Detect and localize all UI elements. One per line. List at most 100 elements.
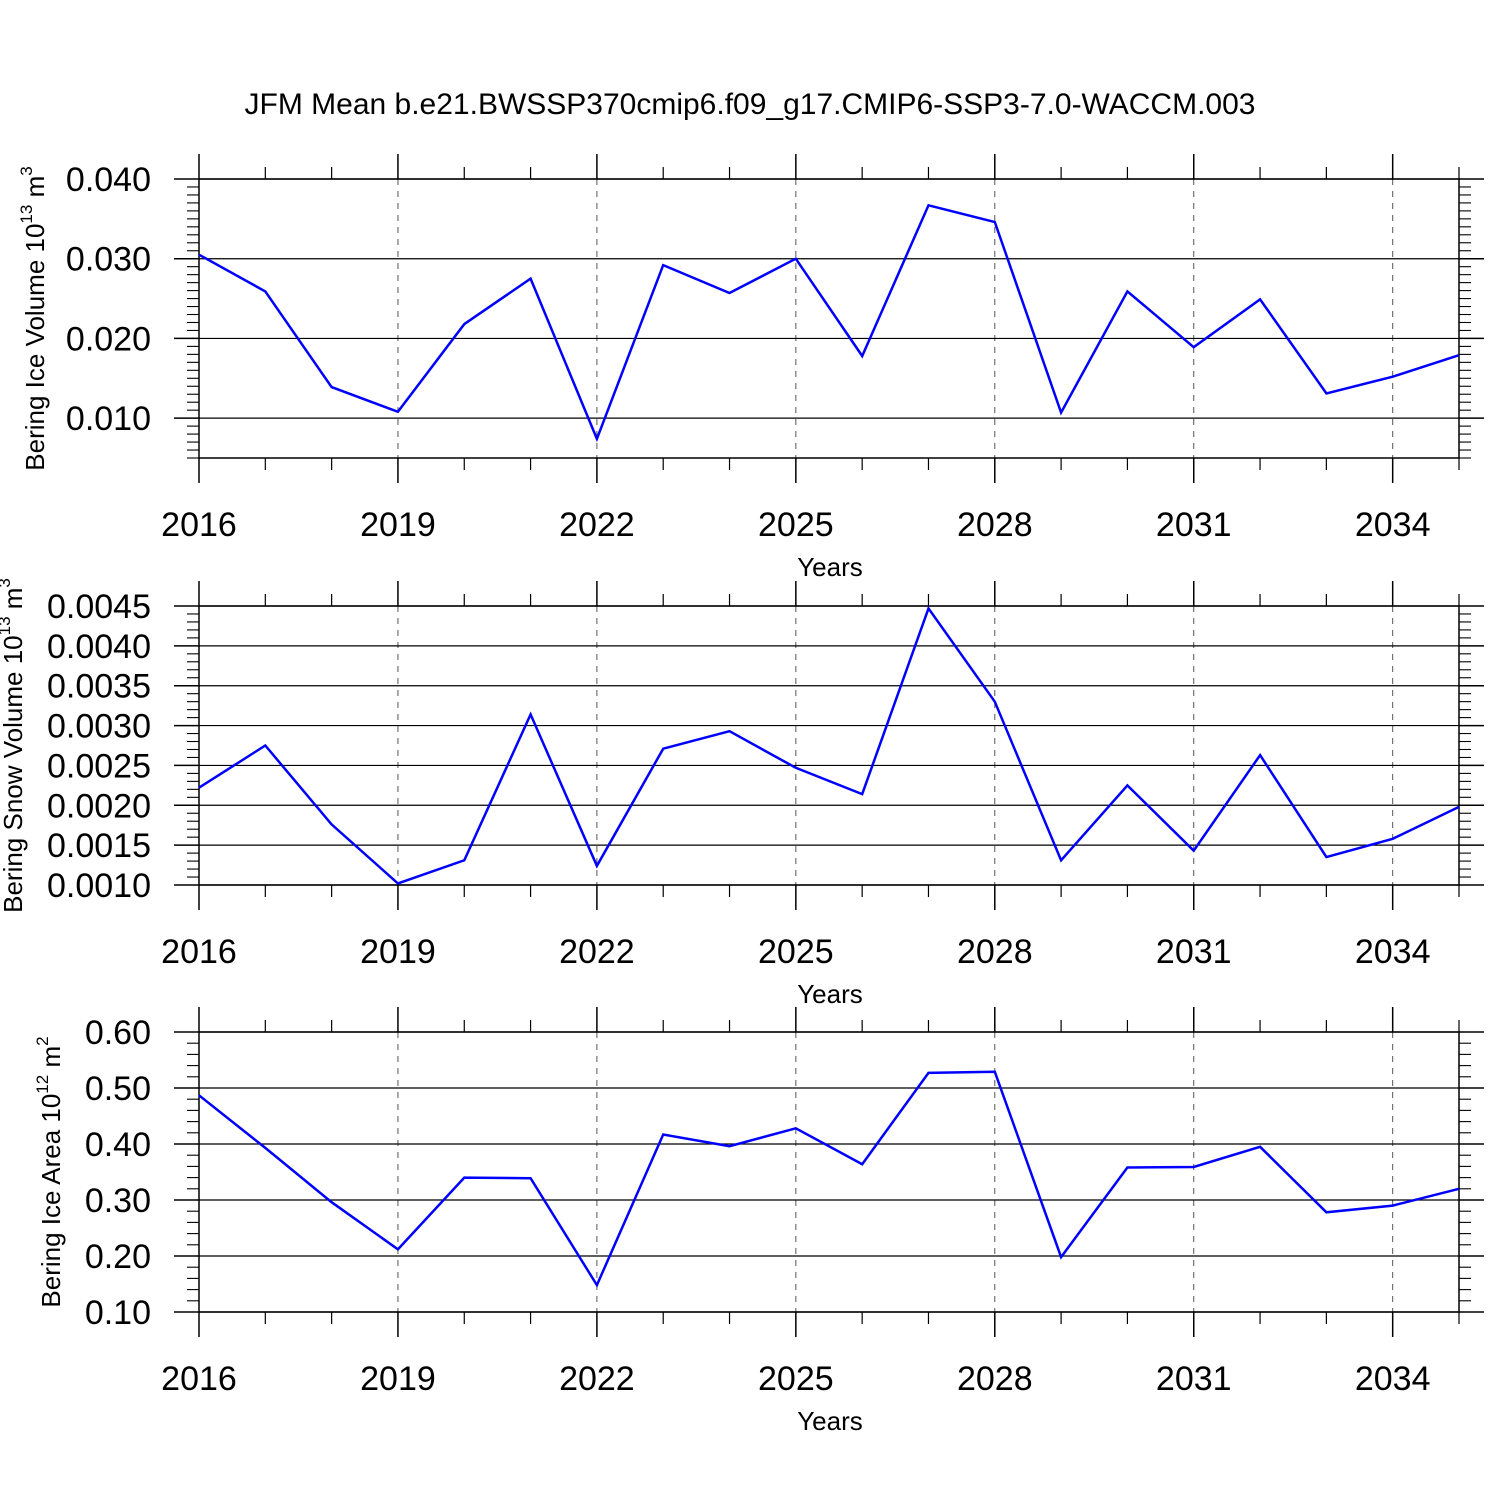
ice-volume-series-line-0	[198, 203, 1460, 443]
snow-volume-point-2034	[1391, 837, 1395, 841]
snow-volume-yaxis-label: Bering Snow Volume 1013 m3	[0, 578, 28, 913]
ice-area-yaxis-label: Bering Ice Area 1012 m2	[33, 1036, 66, 1307]
ice-area-point-2021	[529, 1176, 533, 1180]
snow-volume-point-2028	[993, 700, 997, 704]
snow-volume-ytick-label-0.0025: 0.0025	[47, 747, 151, 785]
snow-volume-ytick-label-0.0010: 0.0010	[47, 867, 151, 905]
ice-area-point-2024	[728, 1144, 732, 1148]
ice-area-point-2026	[860, 1162, 864, 1166]
ice-volume-xtick-label-2022: 2022	[559, 506, 635, 544]
snow-volume-point-2035	[1457, 805, 1461, 809]
snow-volume-xtick-label-2034: 2034	[1355, 933, 1431, 971]
ice-area-frame	[198, 1031, 1460, 1313]
ice-area-xtick-label-2016: 2016	[161, 1360, 237, 1398]
ice-area-series-line-0	[198, 1070, 1460, 1288]
ice-volume-point-2016	[197, 253, 201, 257]
snow-volume-ytick-label-0.0020: 0.0020	[47, 787, 151, 825]
ice-volume-frame	[198, 178, 1460, 459]
ice-area-point-2030	[1125, 1166, 1129, 1170]
snow-volume-point-2029	[1059, 858, 1063, 862]
ice-volume-point-2028	[993, 220, 997, 224]
snow-volume-point-2027	[926, 606, 930, 610]
ice-area-point-2019	[396, 1247, 400, 1251]
ice-area-xaxis-label: Years	[797, 1406, 863, 1436]
ice-area-point-2022	[595, 1283, 599, 1287]
ice-area-xtick-label-2022: 2022	[559, 1360, 635, 1398]
ice-volume-yaxis-label: Bering Ice Volume 1013 m3	[17, 166, 50, 470]
ice-area-point-2017	[263, 1146, 267, 1150]
ice-volume-point-2023	[661, 263, 665, 267]
snow-volume-point-2017	[263, 744, 267, 748]
ice-volume-point-2024	[728, 291, 732, 295]
ice-area-panel: 2016 2019 2022 2025 2028 2031 2034 0.10 0.20 0.30…	[33, 1007, 1484, 1436]
ice-volume-point-2031	[1192, 345, 1196, 349]
ice-area-xtick-label-2019: 2019	[360, 1360, 436, 1398]
snow-volume-xtick-label-2022: 2022	[559, 933, 635, 971]
ice-volume-ytick-label-0.030: 0.030	[66, 241, 151, 279]
ice-area-ytick-label-0.60: 0.60	[85, 1014, 151, 1052]
snow-volume-point-2021	[529, 712, 533, 716]
snow-volume-frame	[198, 605, 1460, 886]
ice-volume-xtick-label-2031: 2031	[1156, 506, 1232, 544]
snow-volume-series-line-0	[198, 605, 1460, 885]
ice-area-point-2035	[1457, 1187, 1461, 1191]
ice-area-point-2018	[330, 1200, 334, 1204]
ice-area-ytick-label-0.20: 0.20	[85, 1238, 151, 1276]
ice-volume-point-2021	[529, 277, 533, 281]
ice-volume-point-2017	[263, 289, 267, 293]
ice-area-point-2023	[661, 1132, 665, 1136]
ice-area-xtick-label-2025: 2025	[758, 1360, 834, 1398]
snow-volume-panel: 2016 2019 2022 2025 2028 2031 2034 0.00100.0015…	[0, 578, 1484, 1009]
snow-volume-point-2032	[1258, 753, 1262, 757]
snow-volume-point-2024	[728, 729, 732, 733]
ice-volume-point-2026	[860, 354, 864, 358]
ice-volume-point-2020	[462, 322, 466, 326]
snow-volume-xtick-label-2025: 2025	[758, 933, 834, 971]
ice-volume-point-2030	[1125, 289, 1129, 293]
ice-area-ytick-label-0.10: 0.10	[85, 1294, 151, 1332]
ice-volume-panel: 2016 2019 2022 2025 2028 2031 2034 0.010 0.020 0.…	[17, 154, 1484, 582]
snow-volume-point-2018	[330, 822, 334, 826]
snow-volume-ytick-label-0.0035: 0.0035	[47, 668, 151, 706]
ice-volume-point-2025	[794, 257, 798, 261]
ice-area-xtick-label-2031: 2031	[1156, 1360, 1232, 1398]
ice-volume-point-2035	[1457, 353, 1461, 357]
ice-area-point-2020	[462, 1176, 466, 1180]
ice-area-point-2027	[926, 1071, 930, 1075]
ice-volume-ytick-label-0.040: 0.040	[66, 161, 151, 199]
ice-volume-xtick-label-2025: 2025	[758, 506, 834, 544]
snow-volume-point-2022	[595, 864, 599, 868]
ice-area-point-2029	[1059, 1255, 1063, 1259]
ice-volume-point-2029	[1059, 411, 1063, 415]
snow-volume-point-2026	[860, 792, 864, 796]
ice-volume-point-2034	[1391, 375, 1395, 379]
ice-area-xtick-label-2034: 2034	[1355, 1360, 1431, 1398]
ice-area-point-2034	[1391, 1204, 1395, 1208]
snow-volume-xtick-label-2028: 2028	[957, 933, 1033, 971]
snow-volume-ytick-label-0.0030: 0.0030	[47, 708, 151, 746]
ice-area-xtick-label-2028: 2028	[957, 1360, 1033, 1398]
snow-volume-point-2020	[462, 858, 466, 862]
ice-area-point-2028	[993, 1070, 997, 1074]
snow-volume-point-2030	[1125, 783, 1129, 787]
ice-area-point-2025	[794, 1126, 798, 1130]
ice-volume-point-2027	[926, 203, 930, 207]
ice-area-ytick-label-0.30: 0.30	[85, 1182, 151, 1220]
ice-volume-point-2018	[330, 385, 334, 389]
snow-volume-xaxis-label: Years	[797, 979, 863, 1009]
snow-volume-xtick-label-2016: 2016	[161, 933, 237, 971]
ice-area-ytick-label-0.50: 0.50	[85, 1070, 151, 1108]
snow-volume-ytick-label-0.0045: 0.0045	[47, 588, 151, 626]
ice-volume-point-2033	[1324, 391, 1328, 395]
ice-area-ytick-label-0.40: 0.40	[85, 1126, 151, 1164]
ice-area-point-2032	[1258, 1145, 1262, 1149]
ice-area-point-2016	[197, 1093, 201, 1097]
snow-volume-ytick-label-0.0015: 0.0015	[47, 827, 151, 865]
figure-title: JFM Mean b.e21.BWSSP370cmip6.f09_g17.CMI…	[245, 88, 1256, 121]
snow-volume-xtick-label-2019: 2019	[360, 933, 436, 971]
ice-area-point-2033	[1324, 1210, 1328, 1214]
snow-volume-ytick-label-0.0040: 0.0040	[47, 628, 151, 666]
snow-volume-point-2019	[396, 881, 400, 885]
snow-volume-point-2023	[661, 747, 665, 751]
